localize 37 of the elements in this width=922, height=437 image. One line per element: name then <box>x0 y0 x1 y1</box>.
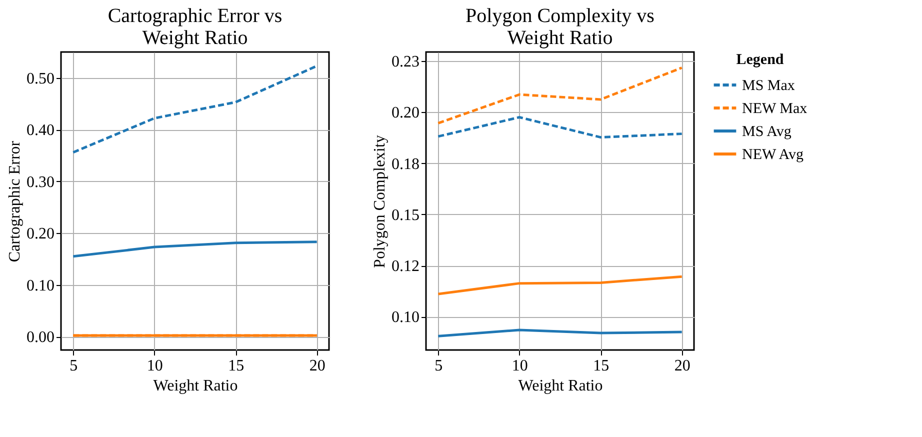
y-tick-label: 0.20 <box>26 226 54 243</box>
y-tick-label: 0.00 <box>26 329 54 346</box>
y-tick-label: 0.10 <box>392 309 420 326</box>
legend-label: NEW Avg <box>742 147 804 163</box>
y-tick-label: 0.23 <box>392 54 420 70</box>
line-series <box>436 66 684 124</box>
y-tick-label: 0.12 <box>392 258 420 276</box>
x-tick-label: 15 <box>593 358 610 374</box>
line-series <box>72 64 318 154</box>
y-axis-title: Cartographic Error <box>6 140 24 262</box>
y-tick-label: 0.50 <box>26 70 54 88</box>
y-tick-label: 0.15 <box>392 206 420 224</box>
x-tick-label: 20 <box>674 358 690 374</box>
x-tick-label: 20 <box>309 358 326 374</box>
legend-label: MS Max <box>742 78 796 94</box>
x-tick-label: 5 <box>434 358 443 374</box>
y-tick-label: 0.20 <box>392 104 420 122</box>
y-tick-label: 0.10 <box>26 277 54 294</box>
x-tick-label: 10 <box>146 358 163 374</box>
legend-label: MS Avg <box>742 124 792 140</box>
legend-label: NEW Max <box>742 101 808 117</box>
chart-title: Polygon Complexity vs Weight Ratio <box>466 5 655 49</box>
y-axis-title: Polygon Complexity <box>372 135 388 268</box>
x-tick-label: 10 <box>512 358 528 374</box>
x-tick-label: 5 <box>70 358 78 374</box>
line-series <box>436 328 684 338</box>
y-tick-label: 0.18 <box>392 156 420 173</box>
chart-title: Cartographic Error vs Weight Ratio <box>108 5 282 49</box>
y-tick-label: 0.40 <box>26 122 54 140</box>
line-series <box>436 116 684 139</box>
line-series <box>436 275 684 296</box>
line-series <box>72 240 318 258</box>
x-axis-title: Weight Ratio <box>518 378 603 394</box>
legend-title: Legend <box>736 52 784 68</box>
y-tick-label: 0.30 <box>26 174 54 191</box>
x-tick-label: 15 <box>228 358 244 374</box>
x-axis-title: Weight Ratio <box>153 378 238 394</box>
